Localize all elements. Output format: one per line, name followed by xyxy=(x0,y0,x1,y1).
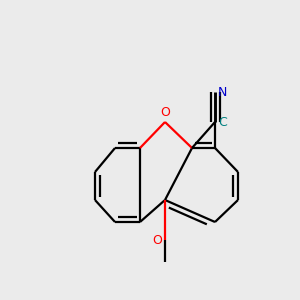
Text: O: O xyxy=(160,106,170,119)
Text: N: N xyxy=(218,85,227,98)
Text: C: C xyxy=(218,116,227,128)
Text: O: O xyxy=(152,233,162,247)
